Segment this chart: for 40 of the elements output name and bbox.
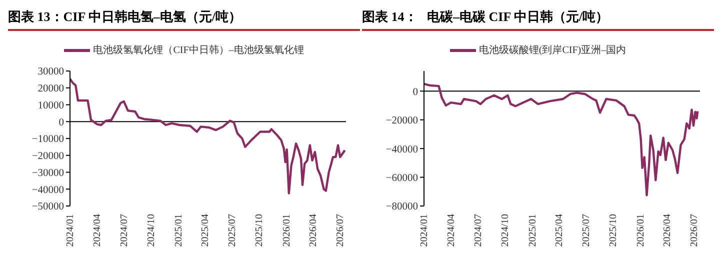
y-tick-label: −50000 [32, 202, 64, 213]
x-tick-label: 2026/01 [281, 214, 292, 247]
x-tick-label: 2024/04 [92, 214, 104, 247]
x-tick-label: 2024/04 [446, 214, 458, 247]
x-tick-label: 2026/01 [635, 214, 646, 247]
legend-label: 电池级碳酸锂(到岸CIF)亚洲–国内 [478, 44, 626, 57]
y-tick-label: 0 [58, 117, 64, 128]
legend-label: 电池级氢氧化锂（CIF中日韩）–电池级氢氧化锂 [92, 44, 304, 57]
x-tick-label: 2025/04 [200, 214, 211, 247]
x-tick-label: 2025/10 [608, 214, 620, 247]
y-tick-label: −10000 [32, 134, 64, 146]
y-tick-label: −20000 [386, 116, 418, 127]
y-tick-label: −80000 [386, 202, 418, 213]
y-tick-label: −30000 [32, 168, 64, 179]
y-tick-label: −60000 [386, 173, 418, 184]
x-tick-label: 2025/04 [554, 214, 565, 247]
y-tick-label: 30000 [38, 66, 64, 78]
chart-title: 图表 14： 电碳–电碳 CIF 中日韩（元/吨） [362, 8, 714, 31]
chart-title: 图表 13：CIF 中日韩电氢–电氢（元/吨） [8, 8, 360, 31]
y-tick-label: −20000 [32, 151, 64, 162]
x-tick-label: 2025/01 [527, 214, 538, 247]
x-tick-label: 2025/01 [173, 214, 184, 247]
x-tick-label: 2026/07 [334, 214, 346, 247]
x-tick-label: 2025/07 [226, 214, 238, 247]
x-tick-label: 2024/07 [472, 214, 484, 247]
y-tick-label: 0 [412, 86, 418, 98]
x-tick-label: 2026/07 [688, 214, 700, 247]
x-tick-label: 2025/07 [580, 214, 592, 247]
x-tick-label: 2026/04 [308, 214, 319, 247]
x-tick-label: 2024/10 [500, 214, 512, 247]
y-tick-label: 20000 [38, 84, 64, 95]
x-tick-label: 2025/10 [254, 214, 266, 247]
x-tick-label: 2026/04 [662, 214, 673, 247]
y-tick-label: 10000 [38, 100, 64, 112]
x-tick-label: 2024/01 [419, 214, 430, 247]
y-tick-label: −40000 [386, 144, 418, 156]
y-tick-label: −40000 [32, 184, 64, 196]
x-tick-label: 2024/10 [146, 214, 158, 247]
x-tick-label: 2024/07 [118, 214, 130, 247]
x-tick-label: 2024/01 [65, 214, 76, 247]
